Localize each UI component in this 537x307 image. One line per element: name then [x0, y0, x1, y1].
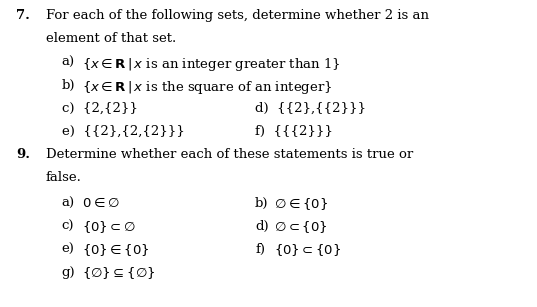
- Text: 9.: 9.: [16, 148, 30, 161]
- Text: $\{x \in \mathbf{R}\,|\,x$ is the square of an integer}: $\{x \in \mathbf{R}\,|\,x$ is the square…: [82, 79, 332, 96]
- Text: false.: false.: [46, 171, 82, 184]
- Text: e)  {{2},{2,{2}}}: e) {{2},{2,{2}}}: [62, 125, 185, 138]
- Text: f)  {{{2}}}: f) {{{2}}}: [255, 125, 333, 138]
- Text: c)  {2,{2}}: c) {2,{2}}: [62, 102, 137, 115]
- Text: $\{x \in \mathbf{R}\,|\,x$ is an integer greater than 1}: $\{x \in \mathbf{R}\,|\,x$ is an integer…: [82, 56, 340, 73]
- Text: 7.: 7.: [16, 9, 30, 22]
- Text: $\emptyset \subset \{0\}$: $\emptyset \subset \{0\}$: [274, 220, 328, 235]
- Text: $\emptyset \in \{0\}$: $\emptyset \in \{0\}$: [274, 196, 328, 212]
- Text: Determine whether each of these statements is true or: Determine whether each of these statemen…: [46, 148, 413, 161]
- Text: f): f): [255, 243, 265, 255]
- Text: $\{0\} \subset \emptyset$: $\{0\} \subset \emptyset$: [82, 220, 136, 235]
- Text: $\{0\} \in \{0\}$: $\{0\} \in \{0\}$: [82, 243, 149, 258]
- Text: b): b): [255, 196, 268, 209]
- Text: $\{\emptyset\} \subseteq \{\emptyset\}$: $\{\emptyset\} \subseteq \{\emptyset\}$: [82, 266, 155, 282]
- Text: a): a): [62, 196, 75, 209]
- Text: e): e): [62, 243, 75, 255]
- Text: c): c): [62, 220, 74, 232]
- Text: For each of the following sets, determine whether 2 is an: For each of the following sets, determin…: [46, 9, 429, 22]
- Text: element of that set.: element of that set.: [46, 32, 176, 45]
- Text: $0 \in \emptyset$: $0 \in \emptyset$: [82, 196, 119, 211]
- Text: $\{0\} \subset \{0\}$: $\{0\} \subset \{0\}$: [274, 243, 341, 258]
- Text: d): d): [255, 220, 268, 232]
- Text: d)  {{2},{{2}}}: d) {{2},{{2}}}: [255, 102, 366, 115]
- Text: g): g): [62, 266, 75, 278]
- Text: b): b): [62, 79, 75, 92]
- Text: a): a): [62, 56, 75, 69]
